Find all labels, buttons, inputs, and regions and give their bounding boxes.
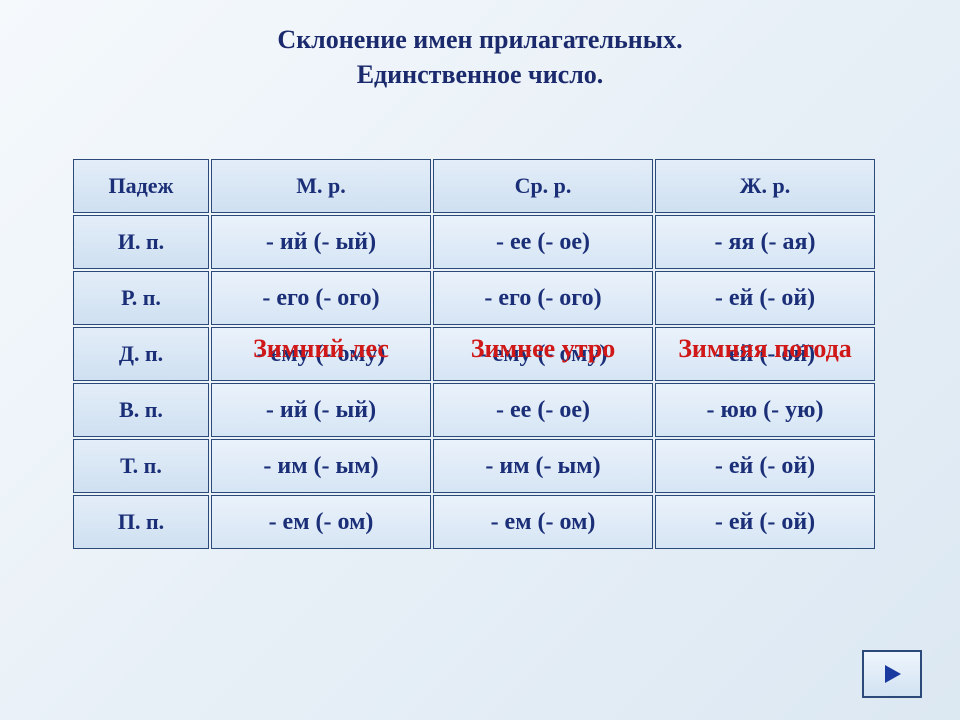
ending-cell: - ей (- ой) bbox=[655, 439, 875, 493]
ending-cell: - ий (- ый) bbox=[211, 383, 431, 437]
col-header-neut: Ср. р. bbox=[433, 159, 653, 213]
declension-table: Падеж М. р. Ср. р. Ж. р. И. п. - ий (- ы… bbox=[72, 158, 892, 550]
ending-cell: - ему (- ому) bbox=[211, 327, 431, 381]
next-slide-button[interactable] bbox=[862, 650, 922, 698]
title-line-2: Единственное число. bbox=[0, 57, 960, 92]
ending-cell: - юю (- ую) bbox=[655, 383, 875, 437]
case-label: И. п. bbox=[73, 215, 209, 269]
col-header-fem: Ж. р. bbox=[655, 159, 875, 213]
play-triangle-icon bbox=[879, 661, 905, 687]
case-label: Р. п. bbox=[73, 271, 209, 325]
ending-cell: - им (- ым) bbox=[433, 439, 653, 493]
case-label: П. п. bbox=[73, 495, 209, 549]
ending-cell: - его (- ого) bbox=[433, 271, 653, 325]
ending-cell: - ей (- ой) bbox=[655, 495, 875, 549]
ending-cell: - ей (- ой) bbox=[655, 271, 875, 325]
ending-cell: - яя (- ая) bbox=[655, 215, 875, 269]
ending-cell: - ее (- ое) bbox=[433, 383, 653, 437]
ending-cell: - ему (- ому) bbox=[433, 327, 653, 381]
ending-cell: - ий (- ый) bbox=[211, 215, 431, 269]
ending-cell: - ее (- ое) bbox=[433, 215, 653, 269]
ending-cell: - ем (- ом) bbox=[211, 495, 431, 549]
case-label: В. п. bbox=[73, 383, 209, 437]
title-line-1: Склонение имен прилагательных. bbox=[0, 22, 960, 57]
ending-cell: - его (- ого) bbox=[211, 271, 431, 325]
ending-cell: - ей (- ой) bbox=[655, 327, 875, 381]
col-header-masc: М. р. bbox=[211, 159, 431, 213]
col-header-case: Падеж bbox=[73, 159, 209, 213]
case-label: Д. п. bbox=[73, 327, 209, 381]
case-label: Т. п. bbox=[73, 439, 209, 493]
ending-cell: - ем (- ом) bbox=[433, 495, 653, 549]
ending-cell: - им (- ым) bbox=[211, 439, 431, 493]
slide-title: Склонение имен прилагательных. Единствен… bbox=[0, 0, 960, 92]
